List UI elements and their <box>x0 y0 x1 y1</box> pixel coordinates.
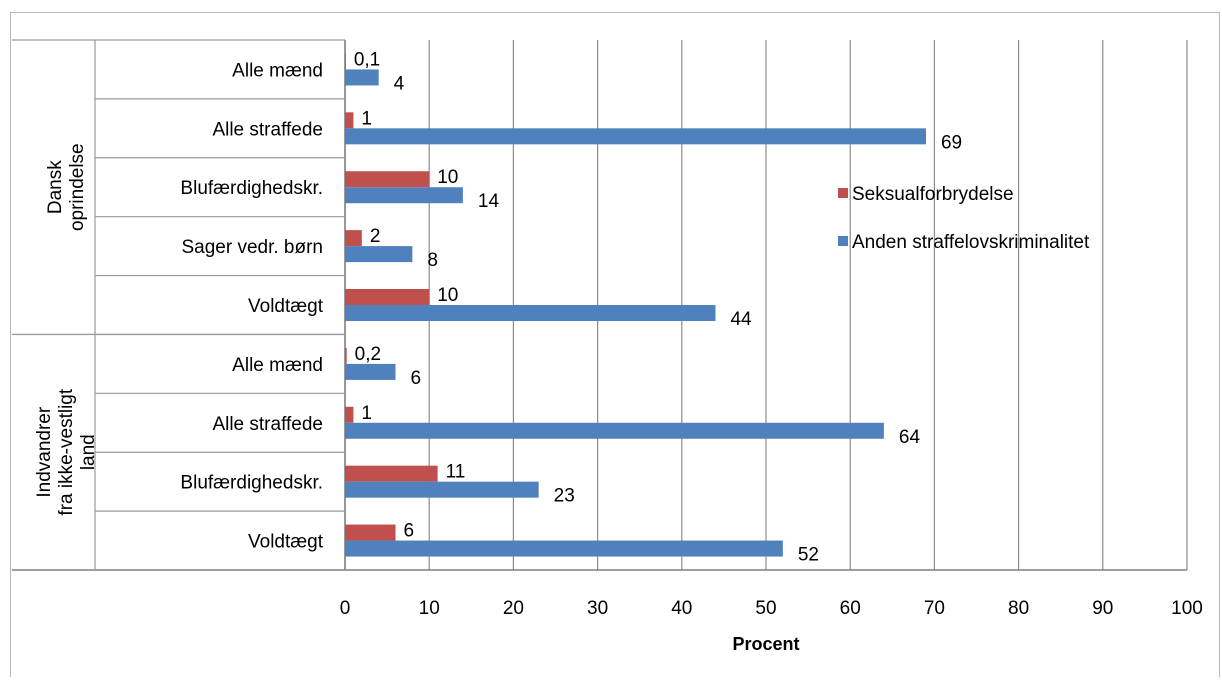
data-label-seksualforbrydelse: 1 <box>361 108 372 129</box>
legend-swatch <box>838 188 848 198</box>
data-label-seksualforbrydelse: 0,2 <box>355 344 381 365</box>
x-tick-label: 70 <box>924 598 945 619</box>
bar-seksualforbrydelse <box>345 112 354 129</box>
x-tick-label: 100 <box>1171 598 1203 619</box>
data-label-seksualforbrydelse: 10 <box>437 167 458 188</box>
bar-seksualforbrydelse <box>345 406 354 423</box>
data-label-seksualforbrydelse: 0,1 <box>354 49 380 70</box>
category-label: Blufærdighedskr. <box>180 473 323 494</box>
category-label: Voldtægt <box>248 296 324 317</box>
x-tick-label: 40 <box>671 598 692 619</box>
bar-anden-straffelovskriminalitet <box>345 128 926 145</box>
category-label: Sager vedr. børn <box>181 237 323 258</box>
group-label: Indvandrerfra ikke-vestligtland <box>34 388 99 515</box>
bar-seksualforbrydelse <box>345 289 430 305</box>
data-label-anden-straffelovskriminalitet: 6 <box>411 368 422 389</box>
category-label: Alle straffede <box>212 119 323 140</box>
x-tick-label: 80 <box>1008 598 1029 619</box>
category-label: Alle straffede <box>212 414 323 435</box>
bar-seksualforbrydelse <box>345 347 347 364</box>
x-tick-label: 0 <box>340 598 351 619</box>
data-label-anden-straffelovskriminalitet: 52 <box>798 545 819 566</box>
bar-seksualforbrydelse <box>345 53 346 70</box>
bar-anden-straffelovskriminalitet <box>345 481 539 498</box>
x-axis-title: Procent <box>732 634 799 654</box>
data-label-anden-straffelovskriminalitet: 14 <box>478 191 500 212</box>
data-label-seksualforbrydelse: 6 <box>404 521 415 542</box>
x-tick-label: 90 <box>1092 598 1113 619</box>
legend-swatch <box>838 236 848 246</box>
x-tick-label: 50 <box>755 598 776 619</box>
data-label-anden-straffelovskriminalitet: 64 <box>899 427 921 448</box>
x-tick-label: 30 <box>587 598 608 619</box>
bar-anden-straffelovskriminalitet <box>345 187 463 204</box>
bar-anden-straffelovskriminalitet <box>345 69 379 86</box>
data-label-anden-straffelovskriminalitet: 69 <box>941 132 962 153</box>
category-label: Voldtægt <box>248 532 324 553</box>
category-label: Alle mænd <box>232 355 323 376</box>
legend-label: Seksualforbrydelse <box>852 184 1014 205</box>
x-tick-label: 60 <box>840 598 861 619</box>
group-label: Danskoprindelse <box>45 143 88 231</box>
bar-anden-straffelovskriminalitet <box>345 422 884 439</box>
bar-seksualforbrydelse <box>345 171 430 188</box>
bar-seksualforbrydelse <box>345 230 362 247</box>
category-label: Blufærdighedskr. <box>180 178 323 199</box>
bar-seksualforbrydelse <box>345 465 438 482</box>
category-label: Alle mænd <box>232 60 323 81</box>
x-tick-label: 20 <box>503 598 524 619</box>
data-label-anden-straffelovskriminalitet: 23 <box>554 486 575 507</box>
chart-area <box>10 12 1220 677</box>
data-label-anden-straffelovskriminalitet: 4 <box>394 73 405 94</box>
legend-label: Anden straffelovskriminalitet <box>852 232 1090 253</box>
data-label-seksualforbrydelse: 10 <box>437 285 458 306</box>
bar-seksualforbrydelse <box>345 524 396 541</box>
bar-anden-straffelovskriminalitet <box>345 305 716 321</box>
data-label-anden-straffelovskriminalitet: 44 <box>730 309 752 330</box>
x-tick-label: 10 <box>419 598 440 619</box>
data-label-anden-straffelovskriminalitet: 8 <box>427 250 438 271</box>
bar-anden-straffelovskriminalitet <box>345 246 413 263</box>
data-label-seksualforbrydelse: 11 <box>446 462 466 483</box>
bar-anden-straffelovskriminalitet <box>345 363 396 380</box>
data-label-seksualforbrydelse: 1 <box>361 403 372 424</box>
data-label-seksualforbrydelse: 2 <box>370 226 381 247</box>
bar-anden-straffelovskriminalitet <box>345 540 783 557</box>
